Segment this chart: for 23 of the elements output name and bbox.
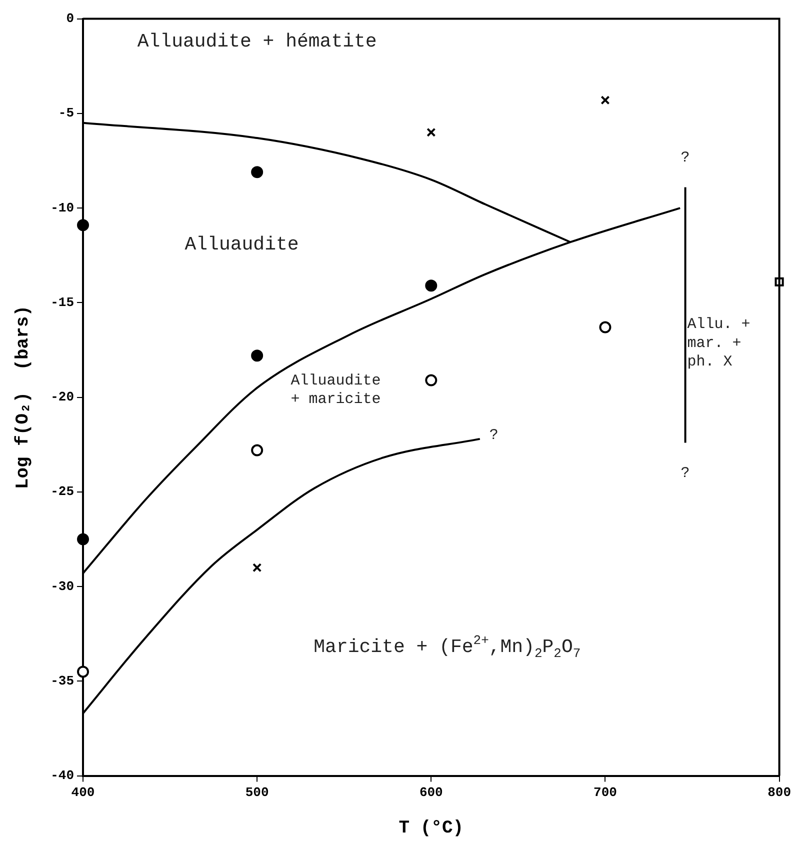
y-tick-label: -25 [50, 484, 74, 500]
annotation: ? [680, 149, 690, 166]
annotation: Alluaudite + maricite [290, 372, 381, 408]
y-tick-label: 0 [66, 11, 74, 26]
x-tick-label: 800 [768, 784, 792, 800]
annotation: ? [489, 427, 498, 444]
y-axis-title: Log f(O₂) (bars) [13, 305, 34, 490]
x-tick-label: 500 [245, 784, 269, 800]
x-tick-label: 700 [594, 784, 618, 800]
x-axis-title: T (°C) [398, 818, 464, 839]
y-tick-label: -35 [50, 673, 74, 688]
annotation: Alluaudite [184, 233, 299, 256]
y-tick-label: -40 [50, 768, 74, 784]
y-tick-label: -15 [50, 294, 74, 310]
annotation: Alluaudite + hématite [137, 30, 377, 53]
y-tick-label: -10 [50, 200, 74, 216]
y-tick-label: -20 [50, 390, 74, 405]
annotation: Allu. + mar. + ph. X [687, 316, 750, 371]
x-tick-label: 600 [419, 784, 444, 800]
x-tick-label: 400 [71, 784, 95, 800]
y-tick-label: -30 [50, 578, 74, 594]
y-tick-label: -5 [58, 106, 74, 121]
annotation: ? [680, 464, 690, 482]
